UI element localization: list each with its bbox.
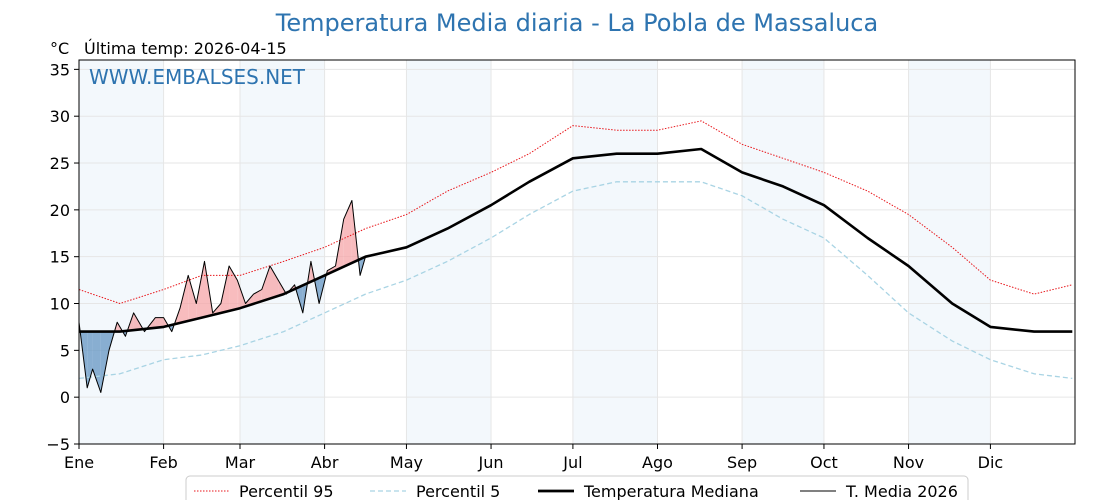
legend-label-p95: Percentil 95 — [239, 482, 334, 500]
plot-frame — [78, 59, 1076, 445]
x-tick-label: Mar — [225, 453, 256, 472]
anomaly-fill-warm — [188, 275, 197, 321]
legend-label-p5: Percentil 5 — [416, 482, 500, 500]
watermark: WWW.EMBALSES.NET — [89, 65, 306, 89]
anomaly-fill-warm — [155, 317, 164, 328]
x-axis: Ene Feb Mar Abr May Jun Jul Ago Sep Oct Nov Dic — [64, 444, 1003, 472]
y-tick-label: 5 — [60, 341, 70, 360]
y-tick-label: 30 — [50, 107, 70, 126]
unit-label: °C — [50, 39, 69, 58]
x-tick-label: May — [390, 453, 423, 472]
line-percentil-95 — [78, 120, 1073, 304]
x-tick-label: Oct — [810, 453, 838, 472]
y-axis: 35 30 25 20 15 10 5 0 −5 — [46, 60, 79, 454]
month-band — [572, 60, 658, 444]
anomaly-fill-cold — [100, 331, 109, 393]
x-tick-label: Feb — [149, 453, 177, 472]
month-band — [908, 60, 991, 444]
x-tick-label: Jun — [478, 453, 504, 472]
anomaly-fill-warm — [180, 275, 189, 323]
month-bands — [79, 60, 991, 444]
x-tick-label: Ene — [64, 453, 94, 472]
anomaly-fill-warm — [220, 266, 230, 313]
anomaly-fill-warm — [270, 266, 279, 299]
month-band — [79, 60, 164, 444]
legend: Percentil 95 Percentil 5 Temperatura Med… — [185, 475, 969, 500]
anomaly-fill-cold — [92, 331, 101, 393]
x-tick-label: Nov — [893, 453, 924, 472]
x-tick-label: Dic — [978, 453, 1004, 472]
y-tick-label: 25 — [50, 154, 70, 173]
anomaly-fill-warm — [261, 266, 270, 302]
anomaly-fill-warm — [343, 200, 352, 267]
x-tick-label: Jul — [562, 453, 582, 472]
line-temperatura-mediana — [79, 147, 1073, 333]
line-t-media-2026 — [78, 200, 366, 393]
y-tick-label: 10 — [50, 295, 70, 314]
month-band — [239, 60, 325, 444]
x-tick-label: Ago — [642, 453, 673, 472]
chart-title: Temperatura Media diaria - La Pobla de M… — [275, 9, 878, 37]
line-percentil-5 — [78, 181, 1073, 380]
y-tick-label: 20 — [50, 201, 70, 220]
y-tick-label: 35 — [50, 60, 70, 79]
y-tick-label: 15 — [50, 248, 70, 267]
month-band — [742, 60, 824, 444]
last-temp-label: Última temp: 2026-04-15 — [84, 39, 287, 58]
y-tick-label: 0 — [60, 388, 70, 407]
month-band — [406, 60, 492, 444]
x-tick-label: Sep — [727, 453, 757, 472]
x-tick-label: Abr — [311, 453, 339, 472]
legend-label-2026: T. Media 2026 — [845, 482, 958, 500]
series-lines — [78, 120, 1073, 393]
y-tick-label: −5 — [46, 435, 70, 454]
legend-box — [185, 475, 969, 500]
legend-label-median: Temperatura Mediana — [583, 482, 759, 500]
